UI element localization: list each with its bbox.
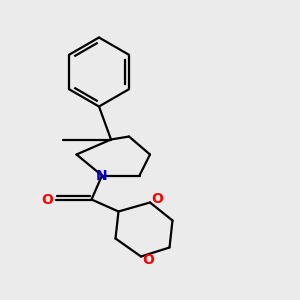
Text: O: O [41, 193, 53, 206]
Text: N: N [96, 169, 108, 182]
Text: O: O [152, 192, 164, 206]
Text: O: O [142, 253, 154, 266]
